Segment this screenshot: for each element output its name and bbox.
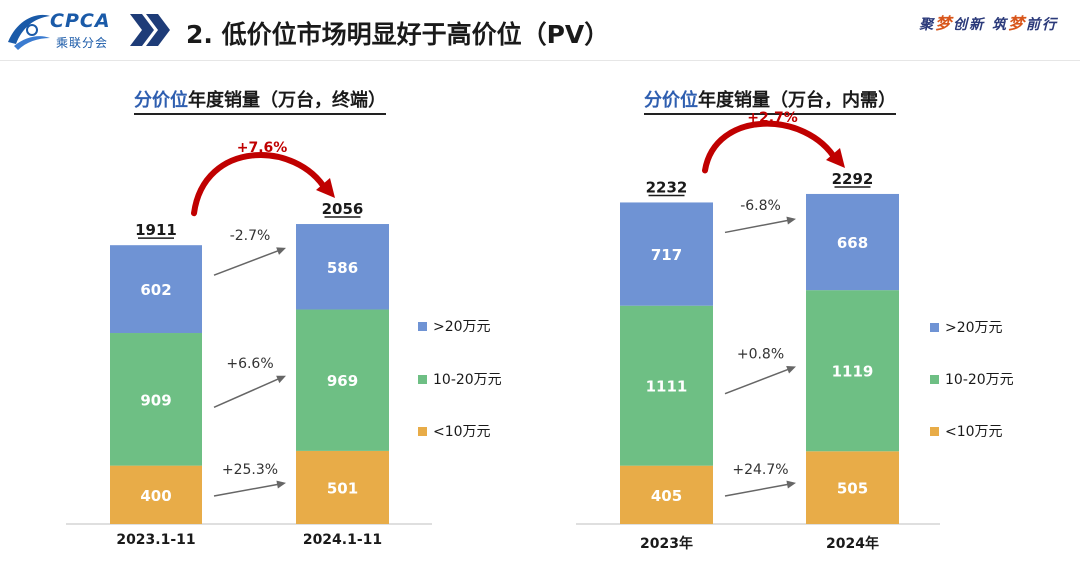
- arrow-head-icon: [786, 366, 796, 374]
- slogan-part: 聚: [919, 17, 936, 33]
- legend-swatch: [418, 426, 427, 436]
- legend-swatch: [930, 426, 939, 436]
- bar-segment: [110, 245, 202, 334]
- bar-segment: [620, 202, 713, 306]
- bar-segment: [620, 465, 713, 524]
- arrow-head-icon: [786, 480, 796, 489]
- slogan: 聚梦创新 筑梦前行: [919, 10, 1058, 34]
- cpca-logo-icon: [8, 14, 50, 50]
- legend-item: >20万元: [930, 317, 1003, 337]
- page-header: CPCA 乘联分会 2. 低价位市场明显好于高价位（PV） 聚梦创新 筑梦前行: [0, 0, 1080, 62]
- category-label: 2023年: [640, 535, 693, 552]
- chart-1: 405 1111 717 2232 2023年 505 1119 668 2292 2024年 +2…: [576, 110, 940, 552]
- arrow-head-icon: [826, 147, 845, 168]
- data-label: 668: [837, 234, 868, 252]
- data-label: 400: [140, 487, 171, 505]
- category-label: 2024年: [826, 535, 879, 552]
- arrow-head-icon: [276, 480, 286, 489]
- total-growth-arc: [191, 152, 329, 217]
- segment-growth-label: +0.8%: [737, 347, 784, 363]
- slogan-part: 创新 筑: [953, 17, 1008, 33]
- total-label: 1911: [135, 221, 177, 239]
- header-divider: [0, 60, 1080, 61]
- legend-swatch: [418, 374, 427, 384]
- legend-label: 10-20万元: [433, 372, 502, 388]
- slogan-part: 梦: [935, 14, 954, 33]
- data-label: 602: [140, 281, 171, 299]
- growth-arrow-line: [724, 368, 791, 395]
- data-label: 717: [651, 246, 682, 264]
- total-growth-label: +2.7%: [747, 110, 798, 126]
- total-label: 2232: [646, 178, 688, 196]
- growth-arrow-line: [213, 483, 281, 497]
- total-growth-label: +7.6%: [237, 140, 288, 156]
- legend-item: <10万元: [418, 421, 491, 441]
- growth-arrow-line: [724, 483, 791, 497]
- chart-title-domestic: 分价位年度销量（万台，内需）: [644, 86, 896, 115]
- data-label: 1119: [832, 363, 874, 381]
- growth-arrow-line: [213, 377, 281, 409]
- chart-title-highlight: 分价位: [644, 90, 698, 111]
- page-title: 2. 低价位市场明显好于高价位（PV）: [186, 20, 610, 49]
- data-label: 405: [651, 487, 682, 505]
- legend-item: <10万元: [930, 421, 1003, 441]
- legend-label: >20万元: [945, 320, 1003, 336]
- bar-segment: [296, 309, 389, 451]
- legend-swatch: [930, 322, 939, 332]
- total-growth-arc: [702, 120, 839, 174]
- bar-segment: [110, 333, 202, 466]
- segment-growth-label: -2.7%: [230, 228, 271, 244]
- bar-segment: [806, 193, 899, 291]
- category-label: 2023.1-11: [116, 532, 195, 548]
- data-label: 909: [140, 391, 171, 409]
- segment-growth-label: +24.7%: [732, 462, 788, 478]
- logo-text: CPCA: [50, 10, 111, 32]
- arrow-head-icon: [316, 178, 335, 199]
- growth-arrow-line: [213, 249, 281, 276]
- legend-swatch: [930, 374, 939, 384]
- arrow-head-icon: [786, 216, 796, 225]
- legend-label: <10万元: [433, 424, 491, 440]
- legend-label: >20万元: [433, 319, 491, 335]
- legend-label: <10万元: [945, 424, 1003, 440]
- total-label: 2292: [832, 170, 874, 188]
- segment-growth-label: -6.8%: [740, 198, 781, 214]
- data-label: 1111: [646, 378, 688, 396]
- chart-title-highlight: 分价位: [134, 90, 188, 111]
- chart-title-rest: 年度销量（万台，终端）: [188, 90, 386, 111]
- bar-segment: [296, 450, 389, 524]
- bar-segment: [806, 451, 899, 524]
- bar-segment: [296, 224, 389, 310]
- arrow-head-icon: [276, 375, 286, 384]
- segment-growth-label: +6.6%: [226, 356, 273, 372]
- bar-segment: [110, 465, 202, 524]
- segment-growth-label: +25.3%: [222, 462, 278, 478]
- logo-subtext: 乘联分会: [56, 36, 109, 50]
- bar-segment: [806, 290, 899, 452]
- data-label: 586: [327, 259, 358, 277]
- chart-0: 400 909 602 1911 2023.1-11 501 969 586 2056 2024.…: [66, 140, 432, 548]
- legend-swatch: [418, 321, 427, 331]
- slogan-part: 梦: [1007, 14, 1026, 33]
- slogan-part: 前行: [1026, 17, 1058, 33]
- category-label: 2024.1-11: [303, 532, 382, 548]
- bar-segment: [620, 305, 713, 466]
- legend-item: >20万元: [418, 316, 491, 336]
- data-label: 501: [327, 479, 358, 497]
- arrow-head-icon: [276, 247, 286, 255]
- legend-item: 10-20万元: [930, 369, 1014, 389]
- data-label: 969: [327, 372, 358, 390]
- total-label: 2056: [322, 200, 364, 218]
- chart-title-terminal: 分价位年度销量（万台，终端）: [134, 86, 386, 115]
- chevron-right-icon: [130, 14, 170, 46]
- legend-item: 10-20万元: [418, 369, 502, 389]
- data-label: 505: [837, 480, 868, 498]
- legend-label: 10-20万元: [945, 372, 1014, 388]
- growth-arrow-line: [724, 219, 791, 234]
- chart-title-rest: 年度销量（万台，内需）: [698, 90, 896, 111]
